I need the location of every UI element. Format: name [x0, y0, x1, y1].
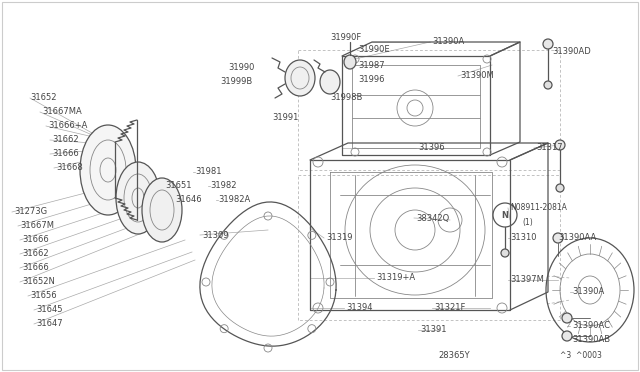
Ellipse shape [555, 140, 565, 150]
Ellipse shape [80, 125, 136, 215]
Text: 31666+A: 31666+A [48, 122, 88, 131]
Text: 31273G: 31273G [14, 208, 47, 217]
Text: (1): (1) [522, 218, 532, 227]
Text: 31982: 31982 [210, 182, 237, 190]
Text: 31666: 31666 [52, 150, 79, 158]
Text: 38342Q: 38342Q [416, 214, 449, 222]
Text: 31662: 31662 [52, 135, 79, 144]
Text: 31390A: 31390A [572, 288, 604, 296]
Text: 28365Y: 28365Y [438, 350, 470, 359]
Text: 31987: 31987 [358, 61, 385, 70]
Text: 31321F: 31321F [434, 304, 465, 312]
Ellipse shape [501, 249, 509, 257]
Text: 31652: 31652 [30, 93, 56, 103]
Ellipse shape [142, 178, 182, 242]
Text: 31652N: 31652N [22, 278, 55, 286]
Text: 31647: 31647 [36, 320, 63, 328]
Text: 31982A: 31982A [218, 196, 250, 205]
Text: 31390AC: 31390AC [572, 321, 610, 330]
Text: 31646: 31646 [175, 196, 202, 205]
Text: N08911-2081A: N08911-2081A [510, 203, 567, 212]
Text: 31990F: 31990F [330, 33, 361, 42]
Text: 31651: 31651 [165, 182, 191, 190]
Text: 31668: 31668 [56, 164, 83, 173]
Ellipse shape [556, 184, 564, 192]
Text: 31990: 31990 [228, 64, 254, 73]
Text: 31666: 31666 [22, 235, 49, 244]
Text: N: N [502, 211, 509, 219]
Text: 31390AA: 31390AA [558, 234, 596, 243]
Text: 31397M: 31397M [510, 276, 544, 285]
Ellipse shape [344, 55, 356, 69]
Text: 31396: 31396 [418, 144, 445, 153]
Text: 31390M: 31390M [460, 71, 493, 80]
Text: 31656: 31656 [30, 292, 56, 301]
Text: 31991: 31991 [272, 113, 298, 122]
Ellipse shape [544, 81, 552, 89]
Text: 31667MA: 31667MA [42, 108, 82, 116]
Text: 31317: 31317 [536, 144, 563, 153]
Ellipse shape [543, 39, 553, 49]
Text: 31310: 31310 [510, 234, 536, 243]
Text: 31667M: 31667M [20, 221, 54, 231]
Text: 31981: 31981 [195, 167, 221, 176]
Ellipse shape [562, 313, 572, 323]
Text: ^3  ^0003: ^3 ^0003 [560, 350, 602, 359]
Text: 31394: 31394 [346, 304, 372, 312]
Text: 31999B: 31999B [220, 77, 252, 87]
Text: 31319: 31319 [326, 234, 353, 243]
Text: 31662: 31662 [22, 250, 49, 259]
Ellipse shape [285, 60, 315, 96]
Text: 31990E: 31990E [358, 45, 390, 55]
Text: 31391: 31391 [420, 326, 447, 334]
Ellipse shape [116, 162, 160, 234]
Text: 31319+A: 31319+A [376, 273, 415, 282]
Text: 31645: 31645 [36, 305, 63, 314]
Text: 31666: 31666 [22, 263, 49, 273]
Text: 31390A: 31390A [432, 38, 464, 46]
Ellipse shape [553, 233, 563, 243]
Ellipse shape [320, 70, 340, 94]
Text: 31309: 31309 [202, 231, 228, 240]
Ellipse shape [562, 331, 572, 341]
Text: 31996: 31996 [358, 76, 385, 84]
Text: 31390AB: 31390AB [572, 336, 610, 344]
Text: 31390AD: 31390AD [552, 48, 591, 57]
Text: 31998B: 31998B [330, 93, 362, 103]
